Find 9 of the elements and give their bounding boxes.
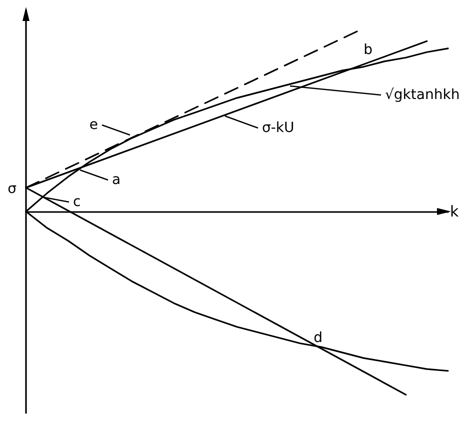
annotation: c — [73, 194, 81, 210]
annotation: e — [89, 117, 98, 133]
legend-label: σ-kU — [262, 120, 294, 136]
annotation: b — [364, 42, 373, 58]
annotation: a — [112, 172, 121, 188]
series-label: √gktanhkh — [385, 87, 460, 103]
text: σ — [8, 181, 17, 197]
annotation: d — [314, 330, 322, 346]
x-axis-title: k — [450, 202, 459, 220]
